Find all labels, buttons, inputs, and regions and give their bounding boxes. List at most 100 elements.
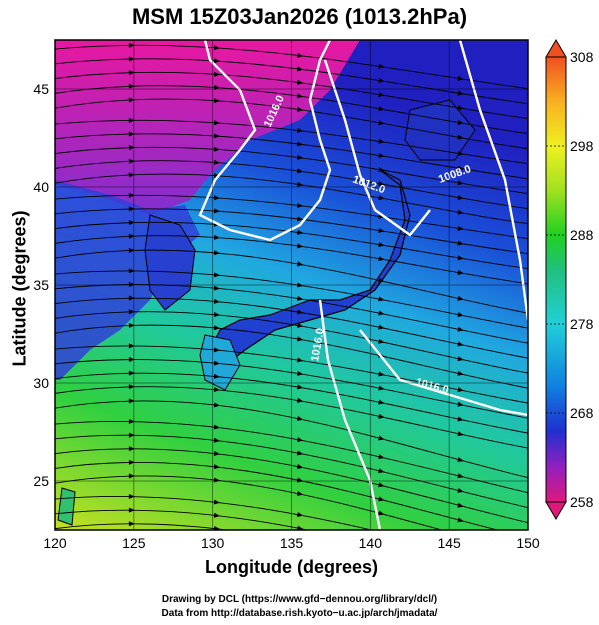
streamline-arrow (378, 338, 385, 344)
streamline-arrow (378, 77, 385, 83)
streamline-arrow (213, 234, 221, 240)
streamline-arrow (128, 493, 135, 499)
streamline-arrow (457, 473, 464, 479)
streamline-arrow (128, 248, 135, 253)
cold-air-region (55, 40, 360, 215)
streamline-arrow (378, 227, 385, 233)
streamline-arrow (128, 521, 135, 527)
taiwan-island (57, 487, 76, 526)
streamline-arrow (128, 295, 135, 301)
streamline-arrow (128, 398, 135, 404)
streamline-arrow (296, 491, 304, 496)
streamline-arrow (128, 220, 135, 226)
streamline-arrow (296, 512, 304, 518)
streamline-arrow (213, 424, 221, 430)
colorbar-min-triangle (545, 501, 567, 520)
streamline-arrow (296, 450, 304, 456)
streamline-arrow (213, 437, 221, 443)
streamline-arrow (128, 192, 135, 198)
streamline-arrow (297, 370, 304, 376)
credit-drawing: Drawing by DCL (https://www.gfd−dennou.o… (161, 594, 438, 605)
colorbar-tick-label: 278 (570, 316, 594, 332)
streamline-arrow (128, 323, 135, 328)
streamline-arrow (213, 402, 221, 408)
streamline-arrow (213, 499, 221, 505)
x-tick-label: 130 (201, 535, 225, 551)
streamline-arrow (297, 202, 304, 208)
y-tick-label: 30 (33, 375, 49, 391)
streamline-arrow (378, 468, 385, 474)
streamline-arrow (297, 52, 304, 58)
streamline-arrow (297, 154, 304, 160)
colorbar-tick-label: 268 (570, 405, 594, 421)
streamline-arrow (457, 134, 464, 140)
streamline-arrow (213, 120, 221, 126)
isobar-1012 (323, 59, 431, 237)
streamline-arrow (378, 242, 385, 247)
streamline-arrow (457, 517, 464, 523)
streamline-arrow (457, 225, 464, 231)
isobar-layer (198, 40, 528, 530)
streamline-arrow (128, 473, 135, 479)
streamline-arrow (378, 167, 385, 172)
streamline-arrow (213, 58, 221, 64)
y-tick-label: 35 (33, 277, 49, 293)
streamline-arrow (213, 133, 221, 139)
streamline-arrow (213, 250, 221, 256)
streamline-arrow (378, 324, 385, 330)
streamline-arrow (213, 272, 221, 278)
streamline-arrow (297, 243, 304, 249)
streamline-arrow (457, 295, 464, 301)
streamline-arrow (297, 216, 304, 222)
streamline-arrow (457, 487, 464, 493)
colorbar-gradient (545, 56, 567, 503)
streamline-arrow (128, 507, 135, 513)
streamline-arrow (457, 255, 464, 261)
streamline-arrow (297, 93, 304, 99)
streamline-arrow (378, 152, 385, 158)
streamline-arrow (378, 371, 385, 377)
streamline-arrow (128, 56, 135, 62)
colorbar-max-triangle (545, 39, 567, 58)
streamline-arrow (213, 312, 221, 318)
streamline-arrow (213, 325, 221, 331)
streamline-arrow (378, 399, 385, 405)
streamline-arrow (297, 106, 304, 112)
streamline-arrow (457, 457, 464, 462)
x-tick-label: 150 (516, 535, 540, 551)
streamline (55, 523, 230, 530)
y-tick-label: 45 (33, 81, 49, 97)
streamline-arrow (213, 208, 221, 214)
x-tick-label: 145 (437, 535, 461, 551)
streamline-arrow (128, 343, 135, 349)
streamline-arrow (457, 105, 464, 111)
streamline-arrow (457, 578, 464, 584)
streamline-arrow (297, 261, 304, 267)
streamline-arrow (128, 42, 135, 48)
streamline-arrow (297, 168, 304, 174)
streamline-arrow (213, 195, 221, 201)
x-axis-label: Longitude (degrees) (204, 557, 378, 577)
colorbar-tick-label: 258 (570, 494, 594, 510)
streamline-arrow (457, 312, 464, 317)
streamline-arrow (378, 106, 385, 112)
streamline-arrow (213, 173, 221, 179)
streamline-arrow (213, 450, 221, 456)
streamline-arrow (128, 370, 135, 376)
streamline-arrow (213, 360, 221, 366)
streamline-arrow (297, 79, 304, 85)
streamline-arrow (128, 282, 135, 288)
x-tick-label: 125 (122, 535, 146, 551)
streamline-arrow (457, 431, 464, 437)
y-axis-label: Latitude (degrees) (9, 210, 30, 367)
streamline-arrow (457, 326, 464, 332)
streamline-arrow (128, 432, 135, 438)
streamline-arrow (213, 285, 221, 291)
colorbar: 258 268 278 288 298 308 (545, 39, 594, 520)
streamline-arrow (128, 446, 135, 452)
streamline-arrow (128, 83, 135, 89)
streamline-arrow (457, 387, 464, 392)
streamline-arrow (128, 131, 135, 137)
streamline-arrow (128, 145, 135, 151)
